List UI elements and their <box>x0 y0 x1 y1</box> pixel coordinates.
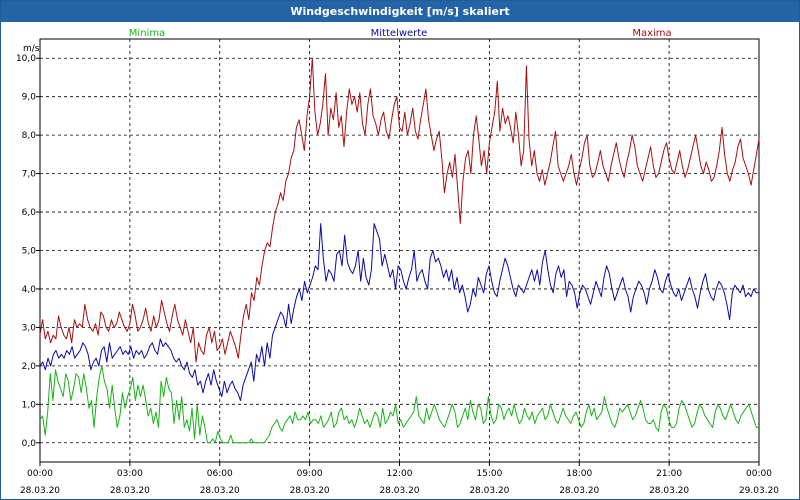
y-tick-label: 6,0 <box>22 208 37 218</box>
x-tick-time: 12:00 <box>387 469 413 479</box>
window-title: Windgeschwindigkeit [m/s] skaliert <box>1 1 799 22</box>
y-tick-label: 0,0 <box>22 439 37 449</box>
chart-canvas: Minima Mittelwerte Maxima m/s 0,0 1,0 2,0 3… <box>16 28 779 496</box>
x-tick-date: 29.03.20 <box>739 486 779 496</box>
y-tick-label: 10,0 <box>16 54 36 64</box>
y-tick-label: 9,0 <box>22 93 37 103</box>
series-line-minima <box>39 365 759 444</box>
x-tick-time: 03:00 <box>117 469 143 479</box>
series-line-mittelwerte <box>39 223 759 401</box>
y-tick-label: 5,0 <box>22 247 37 257</box>
x-tick-time: 21:00 <box>656 469 682 479</box>
x-tick-date: 28.03.20 <box>559 486 599 496</box>
y-tick-label: 4,0 <box>22 285 37 295</box>
y-axis-unit: m/s <box>23 44 40 54</box>
x-tick-date: 28.03.20 <box>200 486 240 496</box>
y-tick-label: 2,0 <box>22 362 37 372</box>
x-tick-date: 28.03.20 <box>110 486 150 496</box>
x-tick-time: 06:00 <box>207 469 233 479</box>
y-tick-label: 7,0 <box>22 170 37 180</box>
x-tick-date: 28.03.20 <box>469 486 509 496</box>
x-tick-date: 28.03.20 <box>649 486 689 496</box>
legend-maxima: Maxima <box>632 28 671 39</box>
y-tick-label: 1,0 <box>22 400 37 410</box>
y-tick-label: 3,0 <box>22 323 37 333</box>
series-line-maxima <box>39 57 760 363</box>
x-tick-time: 09:00 <box>297 469 323 479</box>
x-tick-time: 15:00 <box>476 469 502 479</box>
plot-frame <box>39 38 760 463</box>
x-tick-time: 00:00 <box>27 469 53 479</box>
x-tick-time: 00:00 <box>746 469 772 479</box>
x-tick-date: 28.03.20 <box>379 486 419 496</box>
x-tick-time: 18:00 <box>566 469 592 479</box>
y-tick-label: 8,0 <box>22 131 37 141</box>
x-tick-date: 28.03.20 <box>20 486 60 496</box>
x-tick-date: 28.03.20 <box>290 486 330 496</box>
legend-mittelwerte: Mittelwerte <box>371 28 428 39</box>
legend-minima: Minima <box>129 28 165 39</box>
